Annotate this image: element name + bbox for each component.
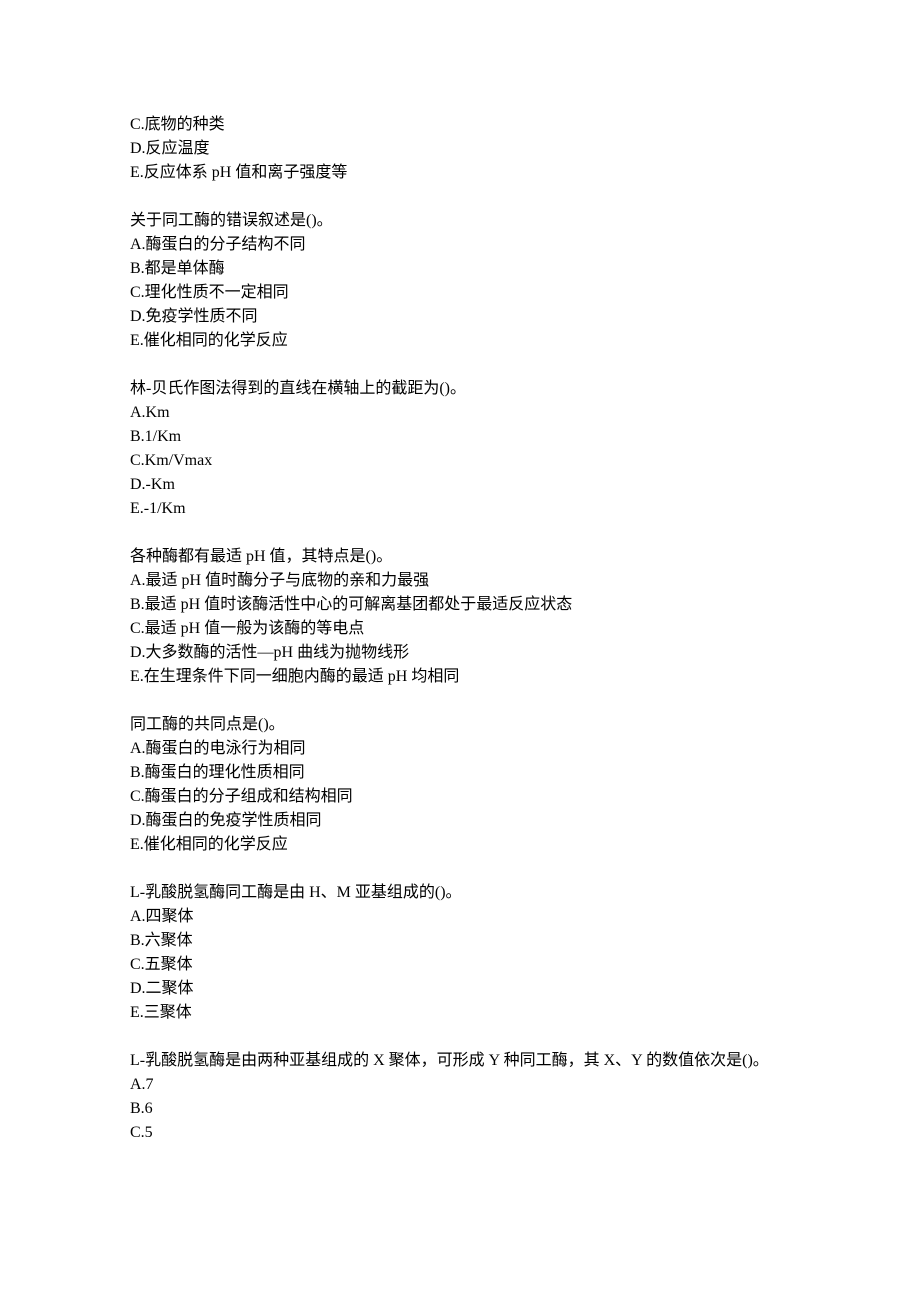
question-text: 关于同工酶的错误叙述是()。 <box>130 209 790 233</box>
option-b: B.酶蛋白的理化性质相同 <box>130 761 790 785</box>
option-a: A.酶蛋白的分子结构不同 <box>130 233 790 257</box>
question-block: 林-贝氏作图法得到的直线在横轴上的截距为()。 A.Km B.1/Km C.Km… <box>130 377 790 521</box>
option-e: E.在生理条件下同一细胞内酶的最适 pH 均相同 <box>130 665 790 689</box>
option-a: A.酶蛋白的电泳行为相同 <box>130 737 790 761</box>
option-b: B.都是单体酶 <box>130 257 790 281</box>
option-a: A.最适 pH 值时酶分子与底物的亲和力最强 <box>130 569 790 593</box>
option-b: B.六聚体 <box>130 929 790 953</box>
question-text: L-乳酸脱氢酶同工酶是由 H、M 亚基组成的()。 <box>130 881 790 905</box>
option-d: D.酶蛋白的免疫学性质相同 <box>130 809 790 833</box>
document-content: C.底物的种类 D.反应温度 E.反应体系 pH 值和离子强度等 关于同工酶的错… <box>130 113 790 1145</box>
option-a: A.四聚体 <box>130 905 790 929</box>
option-c: C.最适 pH 值一般为该酶的等电点 <box>130 617 790 641</box>
option-c: C.五聚体 <box>130 953 790 977</box>
option-a: A.Km <box>130 401 790 425</box>
option-e: E.催化相同的化学反应 <box>130 833 790 857</box>
option-e: E.-1/Km <box>130 497 790 521</box>
option-e: E.催化相同的化学反应 <box>130 329 790 353</box>
question-block: 各种酶都有最适 pH 值，其特点是()。 A.最适 pH 值时酶分子与底物的亲和… <box>130 545 790 689</box>
option-d: D.免疫学性质不同 <box>130 305 790 329</box>
option-c: C.Km/Vmax <box>130 449 790 473</box>
question-block: 关于同工酶的错误叙述是()。 A.酶蛋白的分子结构不同 B.都是单体酶 C.理化… <box>130 209 790 353</box>
option-b: B.最适 pH 值时该酶活性中心的可解离基团都处于最适反应状态 <box>130 593 790 617</box>
option-a: A.7 <box>130 1073 790 1097</box>
option-d: D.-Km <box>130 473 790 497</box>
option-b: B.6 <box>130 1097 790 1121</box>
option-e: E.三聚体 <box>130 1001 790 1025</box>
question-text: L-乳酸脱氢酶是由两种亚基组成的 X 聚体，可形成 Y 种同工酶，其 X、Y 的… <box>130 1049 790 1073</box>
question-text: 各种酶都有最适 pH 值，其特点是()。 <box>130 545 790 569</box>
option-c: C.底物的种类 <box>130 113 790 137</box>
option-d: D.大多数酶的活性—pH 曲线为抛物线形 <box>130 641 790 665</box>
option-b: B.1/Km <box>130 425 790 449</box>
option-c: C.理化性质不一定相同 <box>130 281 790 305</box>
question-block: 同工酶的共同点是()。 A.酶蛋白的电泳行为相同 B.酶蛋白的理化性质相同 C.… <box>130 713 790 857</box>
option-c: C.酶蛋白的分子组成和结构相同 <box>130 785 790 809</box>
option-d: D.反应温度 <box>130 137 790 161</box>
question-text: 同工酶的共同点是()。 <box>130 713 790 737</box>
question-text: 林-贝氏作图法得到的直线在横轴上的截距为()。 <box>130 377 790 401</box>
option-c: C.5 <box>130 1121 790 1145</box>
question-block: L-乳酸脱氢酶是由两种亚基组成的 X 聚体，可形成 Y 种同工酶，其 X、Y 的… <box>130 1049 790 1145</box>
option-e: E.反应体系 pH 值和离子强度等 <box>130 161 790 185</box>
continuation-block: C.底物的种类 D.反应温度 E.反应体系 pH 值和离子强度等 <box>130 113 790 185</box>
option-d: D.二聚体 <box>130 977 790 1001</box>
question-block: L-乳酸脱氢酶同工酶是由 H、M 亚基组成的()。 A.四聚体 B.六聚体 C.… <box>130 881 790 1025</box>
